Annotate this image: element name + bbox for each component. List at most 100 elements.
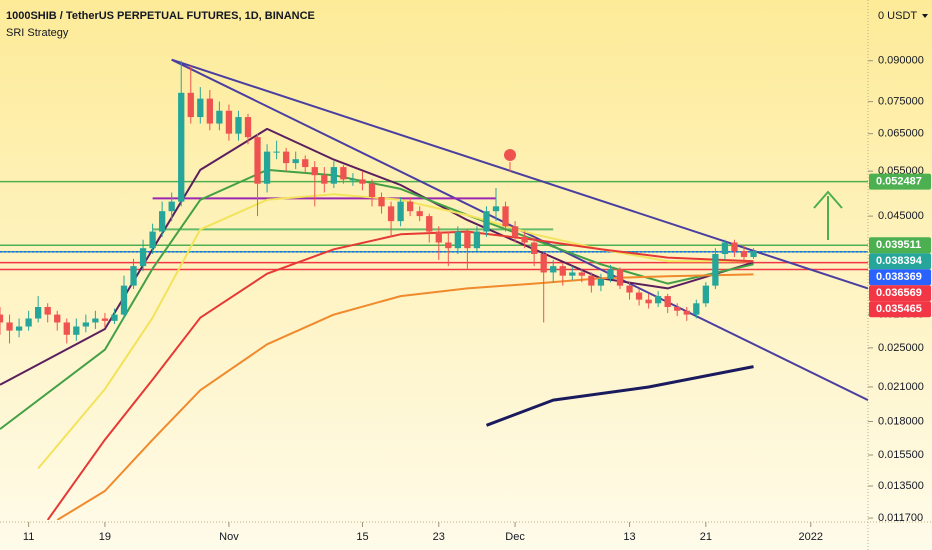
candle-body [73, 326, 80, 335]
y-tick-label: 0.090000 [878, 55, 924, 67]
price-tag [869, 237, 931, 254]
candle-body [330, 167, 337, 184]
candle-body [740, 251, 748, 257]
y-tick-label: 0.045000 [878, 210, 924, 222]
candle-body [359, 179, 366, 184]
candle-body [254, 137, 261, 184]
price-tag-label: 0.052487 [876, 176, 922, 188]
candle-body [54, 314, 61, 323]
candle-body [44, 306, 51, 315]
candle-body [225, 110, 233, 134]
candle-body [655, 296, 662, 304]
strategy-label: SRI Strategy [6, 27, 69, 39]
candle-body [311, 167, 318, 176]
candle-body [235, 117, 242, 134]
x-tick-label: 2022 [799, 531, 823, 543]
candle-body [616, 269, 624, 286]
moving-average [485, 365, 754, 427]
candle-body [597, 278, 605, 286]
y-tick-label: 0.015500 [878, 449, 924, 461]
candle-body [101, 318, 109, 321]
y-tick-label: 0.075000 [878, 95, 924, 107]
x-tick-label: 13 [623, 531, 635, 543]
x-tick-label: Nov [219, 531, 239, 543]
x-tick-label: 11 [23, 531, 34, 543]
candle-body [25, 318, 32, 327]
price-tag-label: 0.035465 [876, 303, 922, 315]
candle-body [263, 151, 271, 184]
candle-body [588, 275, 595, 286]
candle-body [139, 248, 147, 267]
candle-body [120, 285, 128, 315]
candle-body [216, 110, 223, 124]
candle-body [130, 266, 137, 286]
candle-body [292, 159, 299, 164]
candle-body [674, 306, 681, 311]
x-tick-label: 19 [99, 531, 111, 543]
candle-body [387, 206, 395, 222]
candle-body [273, 151, 280, 153]
candle-body [531, 242, 538, 255]
candle-body [702, 285, 709, 304]
candle-body [15, 326, 23, 331]
price-tag [869, 301, 931, 318]
candle-body [197, 98, 204, 118]
candle-body [578, 272, 585, 276]
price-tag [869, 253, 931, 270]
dropdown-caret[interactable] [922, 14, 928, 18]
candle-body [626, 285, 633, 293]
y-tick-label: 0.018000 [878, 415, 924, 427]
price-tag-label: 0.036569 [876, 287, 922, 299]
candle-body [607, 269, 614, 279]
candle-body [321, 175, 328, 184]
candle-body [407, 201, 414, 212]
candle-body [206, 98, 213, 124]
price-tag [869, 285, 931, 302]
candle-body [550, 266, 557, 273]
candle-body [473, 231, 481, 249]
candle-body [721, 242, 729, 255]
candle-body [368, 183, 376, 198]
candle-body [426, 216, 433, 232]
candle-body [445, 242, 452, 249]
x-tick-label: 15 [356, 531, 368, 543]
x-tick-label: 23 [433, 531, 445, 543]
candle-body [483, 211, 490, 232]
candle-body [731, 242, 738, 252]
candle-body [712, 254, 719, 286]
candle-body [559, 266, 566, 276]
candle-body [149, 231, 156, 249]
candle-body [187, 92, 194, 118]
price-tag [869, 173, 931, 190]
y-tick-label: 0.011700 [878, 512, 923, 524]
plot-area [0, 58, 868, 520]
candle-body [635, 292, 643, 300]
candle-body [397, 201, 404, 222]
candle-body [521, 236, 528, 243]
candle-body [454, 231, 461, 249]
y-tick-label: 0.025000 [878, 342, 924, 354]
candle-body [159, 211, 166, 232]
chart-title: 1000SHIB / TetherUS PERPETUAL FUTURES, 1… [6, 10, 315, 22]
candle-body [492, 206, 500, 212]
y-tick-label: 0.013500 [878, 480, 924, 492]
candle-body [645, 299, 652, 304]
moving-average [0, 168, 754, 430]
candle-body [693, 303, 700, 315]
candle-body [35, 306, 42, 319]
candle-body [82, 322, 89, 327]
y-tick-label: 0.065000 [878, 128, 924, 140]
candle-body [244, 117, 252, 138]
candle-body [569, 272, 576, 276]
price-tag-label: 0.038394 [876, 255, 923, 267]
candle-body [302, 159, 309, 168]
candle-body [664, 296, 671, 307]
candle-body [340, 167, 347, 180]
currency-label: 0 USDT [878, 10, 917, 22]
candle-body [540, 254, 547, 273]
x-tick-label: Dec [505, 531, 525, 543]
up-arrow [813, 190, 843, 240]
y-tick-label: 0.021000 [878, 381, 924, 393]
